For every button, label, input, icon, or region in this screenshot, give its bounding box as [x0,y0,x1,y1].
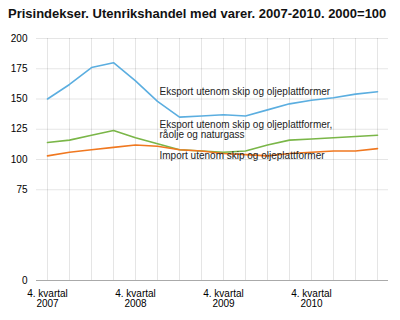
svg-text:100: 100 [11,153,28,164]
svg-text:0: 0 [22,274,28,285]
svg-text:Eksport utenom skip og oljepla: Eksport utenom skip og oljeplattformer [160,86,331,97]
svg-text:75: 75 [16,184,28,195]
html-text:Prisindekser. Utenrikshandel m: Prisindekser. Utenrikshandel med varer. … [8,6,387,21]
svg-text:Eksport utenom skip og oljepla: Eksport utenom skip og oljeplattformer,r… [160,118,333,139]
svg-text:4. kvartal2010: 4. kvartal2010 [291,287,332,308]
svg-text:125: 125 [11,123,28,134]
svg-text:Import utenom skip og oljeplat: Import utenom skip og oljeplattformer [160,150,326,161]
svg-text:150: 150 [11,93,28,104]
svg-text:4. kvartal2008: 4. kvartal2008 [115,287,156,308]
svg-text:4. kvartal2007: 4. kvartal2007 [27,287,68,308]
svg-text:175: 175 [11,63,28,74]
svg-text:200: 200 [11,32,28,43]
svg-text:4. kvartal2009: 4. kvartal2009 [203,287,244,308]
